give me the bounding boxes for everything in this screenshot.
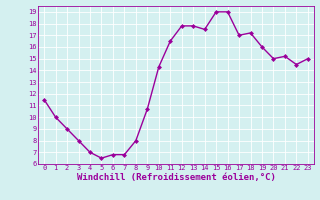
X-axis label: Windchill (Refroidissement éolien,°C): Windchill (Refroidissement éolien,°C) bbox=[76, 173, 276, 182]
